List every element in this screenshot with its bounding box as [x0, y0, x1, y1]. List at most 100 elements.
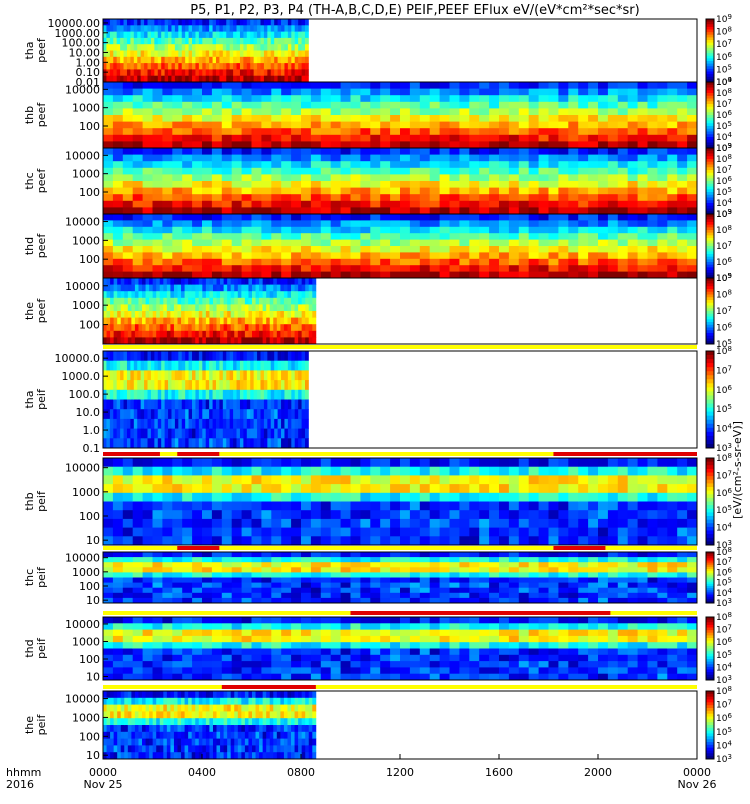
spectrogram-cell: [133, 174, 143, 181]
spectrogram-cell: [113, 57, 117, 64]
spectrogram-cell: [130, 409, 134, 419]
spectrogram-cell: [165, 32, 169, 39]
spectrogram-cell: [331, 502, 341, 511]
spectrogram-cell: [618, 502, 628, 511]
spectrogram-cell: [351, 265, 361, 272]
mode-status-bar: [103, 345, 697, 349]
spectrogram-cell: [450, 475, 460, 484]
spectrogram-cell: [380, 265, 390, 272]
spectrogram-cell: [175, 361, 179, 371]
spectrogram-cell: [222, 572, 232, 578]
spectrogram-cell: [261, 233, 271, 240]
spectrogram-cell: [360, 220, 370, 227]
spectrogram-cell: [110, 311, 114, 318]
spectrogram-cell: [539, 528, 549, 537]
spectrogram-cell: [469, 181, 479, 188]
spectrogram-cell: [232, 467, 242, 476]
spectrogram-cell: [351, 528, 361, 537]
spectrogram-cell: [558, 188, 568, 195]
spectrogram-cell: [135, 285, 139, 292]
spectrogram-cell: [153, 304, 157, 311]
spectrogram-cell: [103, 19, 107, 26]
spectrogram-cell: [123, 552, 133, 558]
spectrogram-cell: [618, 201, 628, 208]
spectrogram-cell: [212, 510, 222, 519]
spectrogram-cell: [162, 207, 172, 214]
spectrogram-cell: [360, 475, 370, 484]
spectrogram-cell: [568, 227, 578, 234]
spectrogram-cell: [261, 588, 271, 594]
spectrogram-cell: [301, 536, 311, 545]
spectrogram-cell: [687, 174, 697, 181]
spectrogram-cell: [677, 194, 687, 201]
spectrogram-cell: [549, 588, 559, 594]
spectrogram-cell: [469, 567, 479, 573]
spectrogram-cell: [213, 419, 217, 429]
spectrogram-cell: [390, 161, 400, 168]
spectrogram-cell: [459, 122, 469, 129]
spectrogram-cell: [261, 583, 271, 589]
spectrogram-cell: [667, 528, 677, 537]
spectrogram-cell: [182, 44, 186, 51]
spectrogram-cell: [301, 567, 311, 573]
spectrogram-cell: [390, 240, 400, 247]
spectrogram-cell: [245, 304, 249, 311]
spectrogram-cell: [123, 557, 133, 563]
spectrogram-cell: [160, 331, 164, 338]
spectrogram-cell: [148, 76, 152, 83]
spectrogram-cell: [151, 380, 155, 390]
spectrogram-cell: [242, 181, 252, 188]
spectrogram-cell: [459, 246, 469, 253]
colorbar-step: [706, 311, 714, 314]
spectrogram-cell: [628, 181, 638, 188]
spectrogram-cell: [252, 475, 262, 484]
spectrogram-cell: [341, 128, 351, 135]
spectrogram-cell: [558, 214, 568, 221]
spectrogram-cell: [189, 361, 193, 371]
spectrogram-cell: [212, 578, 222, 584]
spectrogram-cell: [298, 44, 302, 51]
spectrogram-cell: [257, 380, 261, 390]
y-tick-label: 1000: [72, 486, 100, 499]
spectrogram-cell: [608, 536, 618, 545]
spectrogram-cell: [182, 380, 186, 390]
spectrogram-cell: [667, 246, 677, 253]
spectrogram-cell: [252, 115, 262, 122]
spectrogram-cell: [341, 89, 351, 96]
spectrogram-cell: [450, 227, 460, 234]
spectrogram-cell: [469, 510, 479, 519]
spectrogram-cell: [302, 57, 306, 64]
spectrogram-cell: [103, 207, 113, 214]
spectrogram-cell: [410, 252, 420, 259]
spectrogram-cell: [234, 298, 238, 305]
spectrogram-cell: [281, 519, 291, 528]
spectrogram-cell: [172, 89, 182, 96]
spectrogram-cell: [149, 331, 153, 338]
spectrogram-cell: [341, 201, 351, 208]
spectrogram-cell: [598, 475, 608, 484]
spectrogram-cell: [121, 337, 125, 344]
spectrogram-cell: [321, 115, 331, 122]
spectrogram-cell: [469, 502, 479, 511]
spectrogram-cell: [281, 583, 291, 589]
spectrogram-cell: [107, 324, 111, 331]
spectrogram-cell: [242, 201, 252, 208]
spectrogram-cell: [341, 233, 351, 240]
spectrogram-cell: [267, 409, 271, 419]
spectrogram-cell: [202, 51, 206, 58]
spectrogram-cell: [351, 593, 361, 599]
spectrogram-cell: [558, 240, 568, 247]
spectrogram-cell: [219, 25, 223, 32]
spectrogram-cell: [151, 390, 155, 400]
spectrogram-cell: [331, 201, 341, 208]
spectrogram-cell: [192, 115, 202, 122]
spectrogram-cell: [459, 89, 469, 96]
spectrogram-cell: [598, 272, 608, 279]
spectrogram-cell: [618, 467, 628, 476]
spectrogram-cell: [252, 278, 256, 285]
spectrogram-cell: [178, 44, 182, 51]
spectrogram-cell: [638, 102, 648, 109]
spectrogram-cell: [162, 252, 172, 259]
spectrogram-cell: [113, 510, 123, 519]
spectrogram-cell: [182, 181, 192, 188]
